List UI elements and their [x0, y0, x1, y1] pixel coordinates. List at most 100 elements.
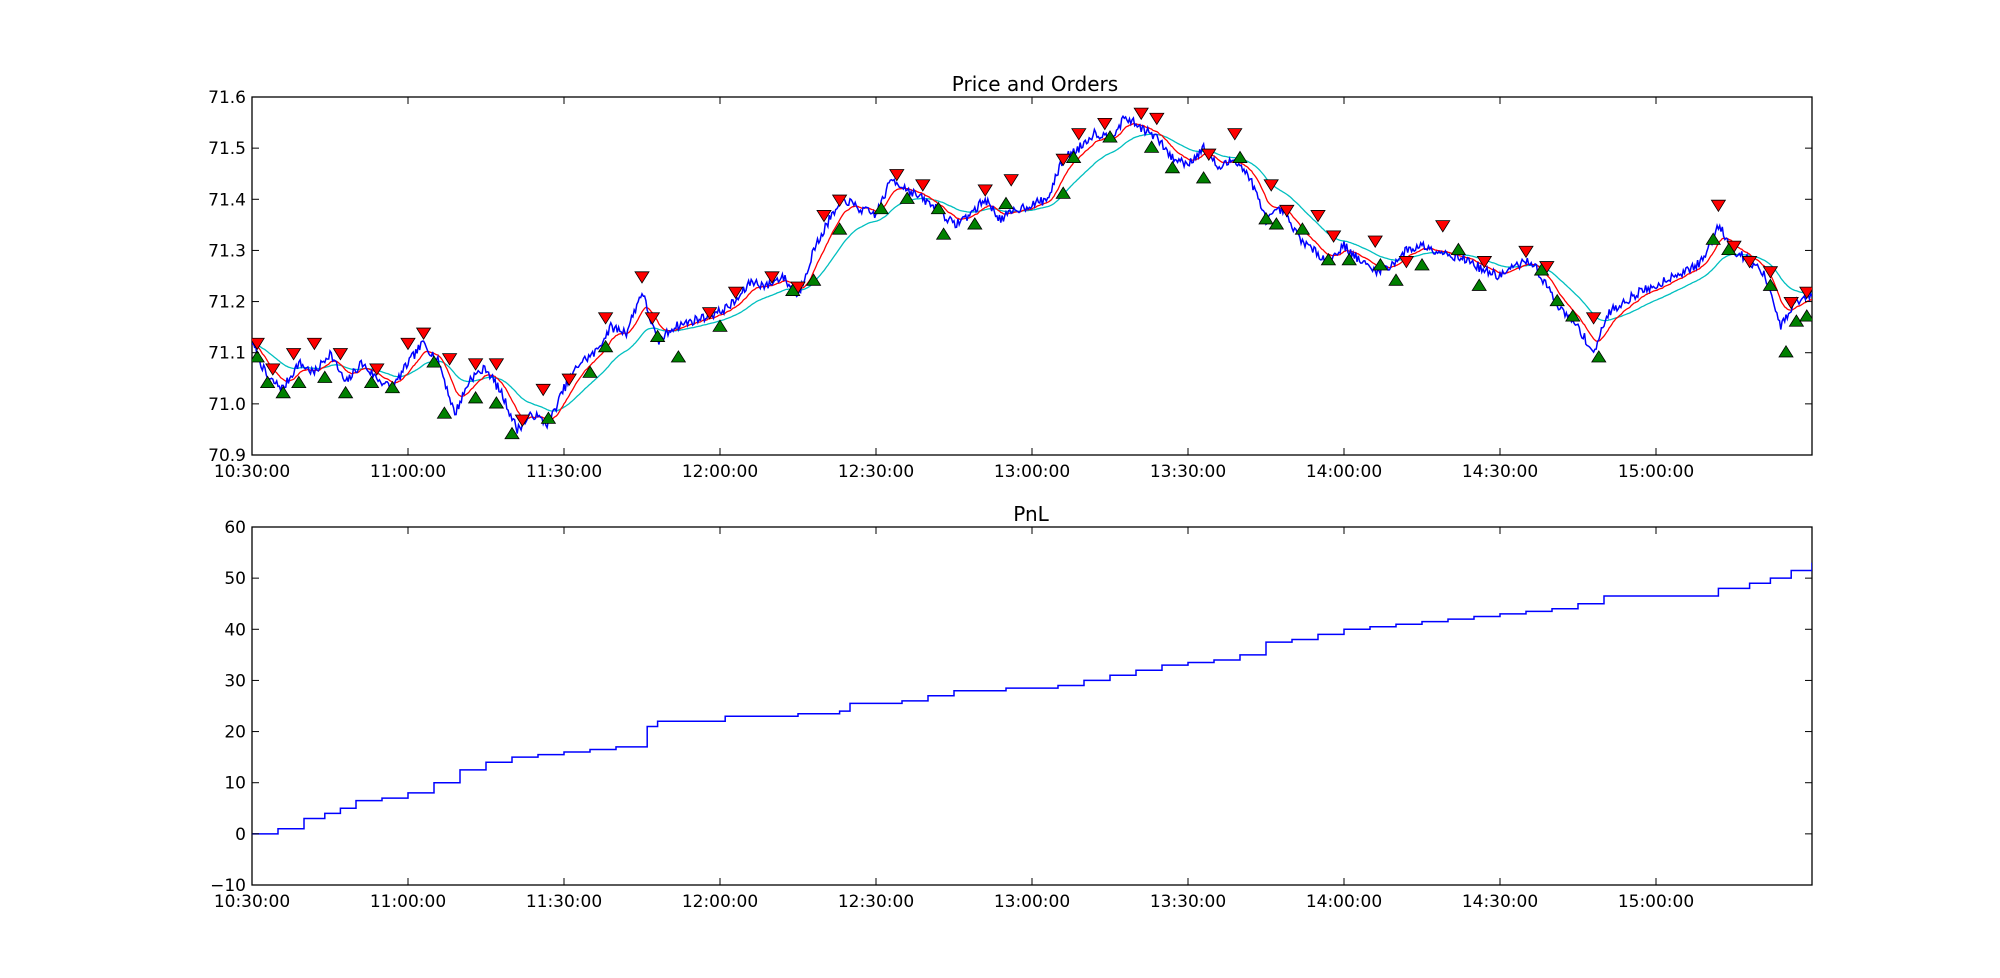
y-tick-label: 71.1	[208, 344, 246, 364]
y-tick-label: 60	[224, 518, 246, 538]
x-tick-label: 12:30:00	[838, 892, 914, 912]
pnl-plot-area	[252, 562, 1812, 835]
sell-order-marker	[1149, 112, 1165, 126]
sell-order-marker	[514, 414, 531, 427]
buy-order-marker	[259, 375, 276, 388]
buy-order-marker	[712, 319, 728, 332]
sell-order-marker	[1325, 230, 1342, 243]
buy-order-marker	[967, 217, 983, 230]
buy-order-marker	[1164, 160, 1181, 174]
x-tick-label: 11:30:00	[526, 462, 602, 482]
sell-order-marker	[1263, 179, 1279, 192]
y-tick-label: 70.9	[208, 446, 246, 466]
plot-clip-group	[252, 107, 1812, 440]
sell-order-marker	[1071, 128, 1087, 141]
buy-order-marker	[1294, 222, 1311, 235]
sell-order-marker	[727, 286, 744, 300]
y-tick-label: 30	[224, 671, 246, 691]
sell-order-marker	[561, 373, 577, 387]
buy-order-marker	[899, 191, 915, 204]
sell-order-marker	[1476, 256, 1493, 269]
sell-order-marker	[1762, 266, 1779, 279]
sell-order-marker	[332, 348, 349, 361]
y-tick-label: 50	[224, 569, 246, 589]
buy-order-marker	[1778, 344, 1794, 358]
buy-order-marker	[488, 396, 505, 409]
price-plot-frame	[251, 96, 1813, 456]
sell-order-marker	[1310, 210, 1326, 223]
buy-order-marker	[1799, 309, 1812, 322]
buy-order-marker	[384, 380, 401, 394]
price-line	[252, 114, 1812, 434]
buy-order-marker	[363, 375, 380, 388]
pnl-chart-title: PnL	[1013, 502, 1049, 526]
sell-order-marker	[977, 184, 993, 197]
pnl-plot-frame	[251, 526, 1813, 886]
x-tick-label: 11:00:00	[370, 462, 446, 482]
buy-order-marker	[252, 350, 265, 363]
sell-order-marker	[1097, 117, 1113, 131]
buy-order-marker	[1565, 309, 1581, 322]
sell-order-marker	[415, 327, 432, 341]
price-chart-title: Price and Orders	[952, 72, 1118, 96]
x-tick-label: 11:30:00	[526, 892, 602, 912]
buy-order-marker	[436, 406, 453, 419]
buy-order-marker	[930, 201, 947, 215]
x-tick-label: 15:00:00	[1618, 892, 1694, 912]
buy-order-marker	[1762, 278, 1779, 291]
buy-order-marker	[597, 339, 614, 353]
price-plot-area	[252, 107, 1812, 440]
sell-order-marker	[1227, 128, 1243, 141]
buy-order-marker	[1258, 211, 1274, 225]
sell-order-marker	[1518, 245, 1534, 259]
pnl-axis-ticks: 10:30:00 11:00:00 11:30:00 12:00:00 12:30:00…	[210, 518, 1812, 912]
buy-order-marker	[998, 196, 1014, 209]
sell-order-marker	[1799, 286, 1812, 300]
x-tick-label: 13:00:00	[994, 462, 1070, 482]
y-tick-label: 0	[235, 825, 246, 845]
buy-order-marker	[291, 375, 307, 388]
plot-clip-group	[252, 562, 1812, 835]
buy-order-marker	[317, 370, 333, 383]
sell-order-marker	[1435, 220, 1451, 233]
buy-order-marker	[1372, 258, 1389, 271]
buy-order-marker	[1414, 258, 1430, 271]
price-orders-axes: Price and Orders 10:30:00 11:00:00 11:30:0…	[208, 72, 1813, 482]
x-tick-label: 11:00:00	[370, 892, 446, 912]
buy-order-marker	[504, 426, 520, 440]
sell-order-marker	[634, 271, 650, 284]
x-tick-label: 13:30:00	[1150, 892, 1226, 912]
buy-order-marker	[785, 283, 801, 296]
sell-order-marker	[644, 312, 661, 325]
sell-order-marker	[252, 337, 265, 351]
slow-average-line	[252, 133, 1812, 412]
buy-order-marker	[1065, 150, 1082, 163]
sell-order-marker	[1003, 174, 1019, 187]
sell-order-marker	[488, 358, 505, 371]
x-tick-label: 13:00:00	[994, 892, 1070, 912]
y-tick-label: 20	[224, 723, 246, 743]
y-tick-label: −10	[210, 876, 246, 896]
buy-order-marker	[670, 350, 687, 363]
buy-order-marker	[275, 385, 291, 399]
sell-order-marker	[306, 337, 323, 351]
buy-order-marker	[1055, 186, 1071, 199]
x-tick-label: 14:30:00	[1462, 462, 1538, 482]
x-tick-label: 13:30:00	[1150, 462, 1226, 482]
sell-order-marker	[467, 358, 484, 371]
x-tick-label: 15:00:00	[1618, 462, 1694, 482]
sell-order-marker	[441, 353, 458, 366]
sell-order-marker	[265, 363, 281, 376]
y-tick-label: 71.2	[208, 293, 246, 313]
pnl-line	[252, 562, 1812, 835]
buy-order-marker	[873, 201, 889, 215]
y-tick-label: 10	[224, 774, 246, 794]
sell-order-marker	[1741, 256, 1758, 269]
sell-order-marker	[1279, 204, 1295, 218]
sell-order-marker	[400, 337, 416, 351]
buy-order-marker	[805, 273, 822, 286]
buy-order-marker	[831, 222, 848, 235]
buy-order-marker	[1591, 350, 1607, 363]
buy-order-marker	[582, 365, 598, 378]
buy-order-marker	[1195, 171, 1212, 184]
